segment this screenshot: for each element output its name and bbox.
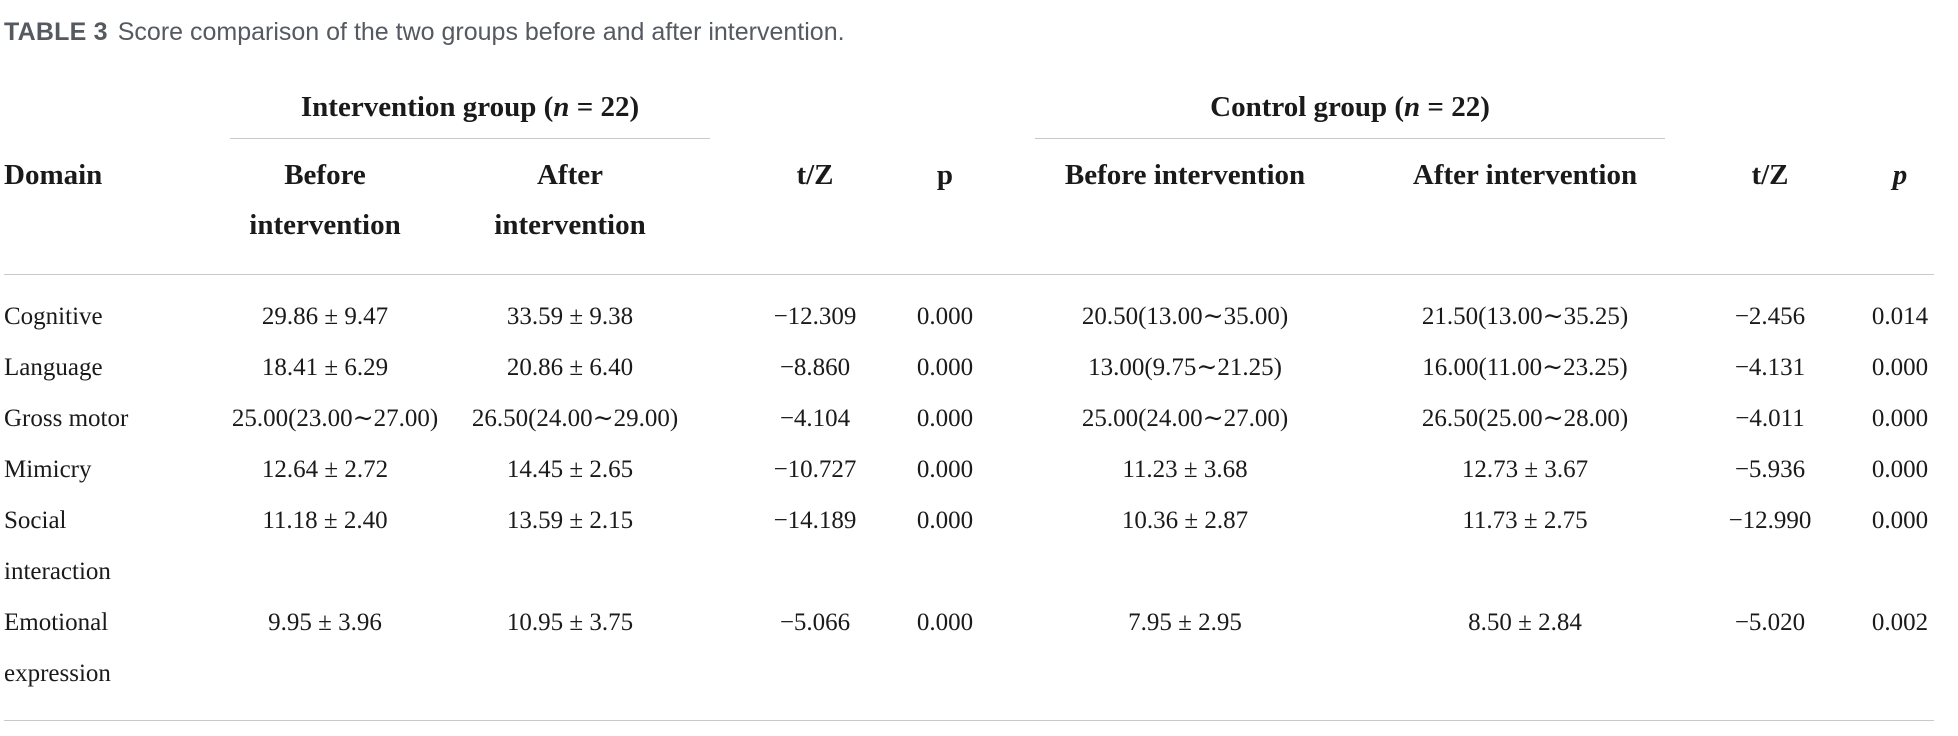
cell-ig-after: 14.45 ± 2.65 xyxy=(506,456,634,483)
col-header-ig-after-1: After xyxy=(536,159,603,191)
cell-cg-before: 20.50(13.00∼35.00) xyxy=(1081,303,1289,330)
col-header-domain: Domain xyxy=(4,159,103,191)
cell-p-1: 0.000 xyxy=(916,354,974,381)
table-title: Score comparison of the two groups befor… xyxy=(117,18,845,46)
intervention-group-rule xyxy=(230,138,710,139)
cell-ig-after: 10.95 ± 3.75 xyxy=(506,609,634,636)
header-rule xyxy=(4,274,1934,275)
cell-cg-before: 11.23 ± 3.68 xyxy=(1122,456,1248,483)
bottom-rule xyxy=(4,720,1934,721)
col-header-p-1: p xyxy=(936,159,954,191)
col-header-tz-1: t/Z xyxy=(796,159,834,191)
cell-ig-before: 9.95 ± 3.96 xyxy=(268,609,382,636)
cell-tz-2: −5.936 xyxy=(1734,456,1806,483)
cell-p-1: 0.000 xyxy=(916,456,974,483)
intervention-group-header: Intervention group (n = 22) xyxy=(300,91,640,123)
col-header-cg-after: After intervention xyxy=(1412,159,1638,191)
cell-tz-1: −8.860 xyxy=(779,354,851,381)
col-header-ig-before-1: Before xyxy=(284,159,366,191)
cell-p-1: 0.000 xyxy=(916,609,974,636)
cell-tz-2: −2.456 xyxy=(1734,303,1806,330)
row-domain: Social xyxy=(4,507,67,534)
control-group-header: Control group (n = 22) xyxy=(1210,91,1490,123)
col-header-tz-2: t/Z xyxy=(1751,159,1789,191)
row-domain: Cognitive xyxy=(4,303,103,330)
control-group-rule xyxy=(1035,138,1665,139)
col-header-cg-before: Before intervention xyxy=(1064,159,1306,191)
cell-cg-after: 11.73 ± 2.75 xyxy=(1462,507,1588,534)
cell-p-2: 0.000 xyxy=(1871,507,1929,534)
col-header-p-2: p xyxy=(1892,159,1908,191)
cell-tz-2: −4.131 xyxy=(1734,354,1806,381)
table-label: TABLE 3 xyxy=(4,18,108,46)
cell-cg-after: 12.73 ± 3.67 xyxy=(1461,456,1589,483)
cell-p-2: 0.000 xyxy=(1871,354,1929,381)
cell-ig-after: 26.50(24.00∼29.00) xyxy=(471,405,679,432)
col-header-ig-before-2: intervention xyxy=(249,209,401,241)
cell-ig-before: 12.64 ± 2.72 xyxy=(261,456,389,483)
col-header-ig-after-2: intervention xyxy=(494,209,646,241)
cell-p-2: 0.014 xyxy=(1871,303,1929,330)
cell-ig-before: 11.18 ± 2.40 xyxy=(262,507,388,534)
cell-tz-2: −5.020 xyxy=(1734,609,1806,636)
cell-p-2: 0.002 xyxy=(1871,609,1929,636)
cell-p-2: 0.000 xyxy=(1871,456,1929,483)
cell-tz-2: −12.990 xyxy=(1728,507,1812,534)
cell-cg-after: 26.50(25.00∼28.00) xyxy=(1421,405,1629,432)
cell-p-1: 0.000 xyxy=(916,507,974,534)
cell-ig-after: 13.59 ± 2.15 xyxy=(506,507,634,534)
row-domain-continued: expression xyxy=(4,660,111,687)
row-domain-continued: interaction xyxy=(4,558,111,585)
row-domain: Gross motor xyxy=(4,405,129,432)
cell-tz-2: −4.011 xyxy=(1735,405,1805,432)
cell-ig-before: 25.00(23.00∼27.00) xyxy=(231,405,439,432)
cell-tz-1: −12.309 xyxy=(773,303,857,330)
row-domain: Mimicry xyxy=(4,456,92,483)
cell-cg-after: 8.50 ± 2.84 xyxy=(1468,609,1582,636)
cell-p-2: 0.000 xyxy=(1871,405,1929,432)
cell-p-1: 0.000 xyxy=(916,405,974,432)
cell-tz-1: −10.727 xyxy=(773,456,857,483)
cell-p-1: 0.000 xyxy=(916,303,974,330)
cell-ig-after: 20.86 ± 6.40 xyxy=(506,354,634,381)
cell-cg-before: 7.95 ± 2.95 xyxy=(1128,609,1242,636)
row-domain: Emotional xyxy=(4,609,109,636)
cell-cg-before: 10.36 ± 2.87 xyxy=(1121,507,1249,534)
cell-cg-before: 13.00(9.75∼21.25) xyxy=(1088,354,1282,381)
table-caption: TABLE 3 Score comparison of the two group… xyxy=(4,18,845,47)
cell-ig-before: 18.41 ± 6.29 xyxy=(261,354,389,381)
cell-tz-1: −14.189 xyxy=(773,507,857,534)
cell-cg-after: 16.00(11.00∼23.25) xyxy=(1422,354,1628,381)
cell-tz-1: −5.066 xyxy=(779,609,851,636)
cell-cg-after: 21.50(13.00∼35.25) xyxy=(1421,303,1629,330)
cell-ig-before: 29.86 ± 9.47 xyxy=(261,303,389,330)
row-domain: Language xyxy=(4,354,103,381)
cell-tz-1: −4.104 xyxy=(779,405,851,432)
cell-cg-before: 25.00(24.00∼27.00) xyxy=(1081,405,1289,432)
cell-ig-after: 33.59 ± 9.38 xyxy=(506,303,634,330)
